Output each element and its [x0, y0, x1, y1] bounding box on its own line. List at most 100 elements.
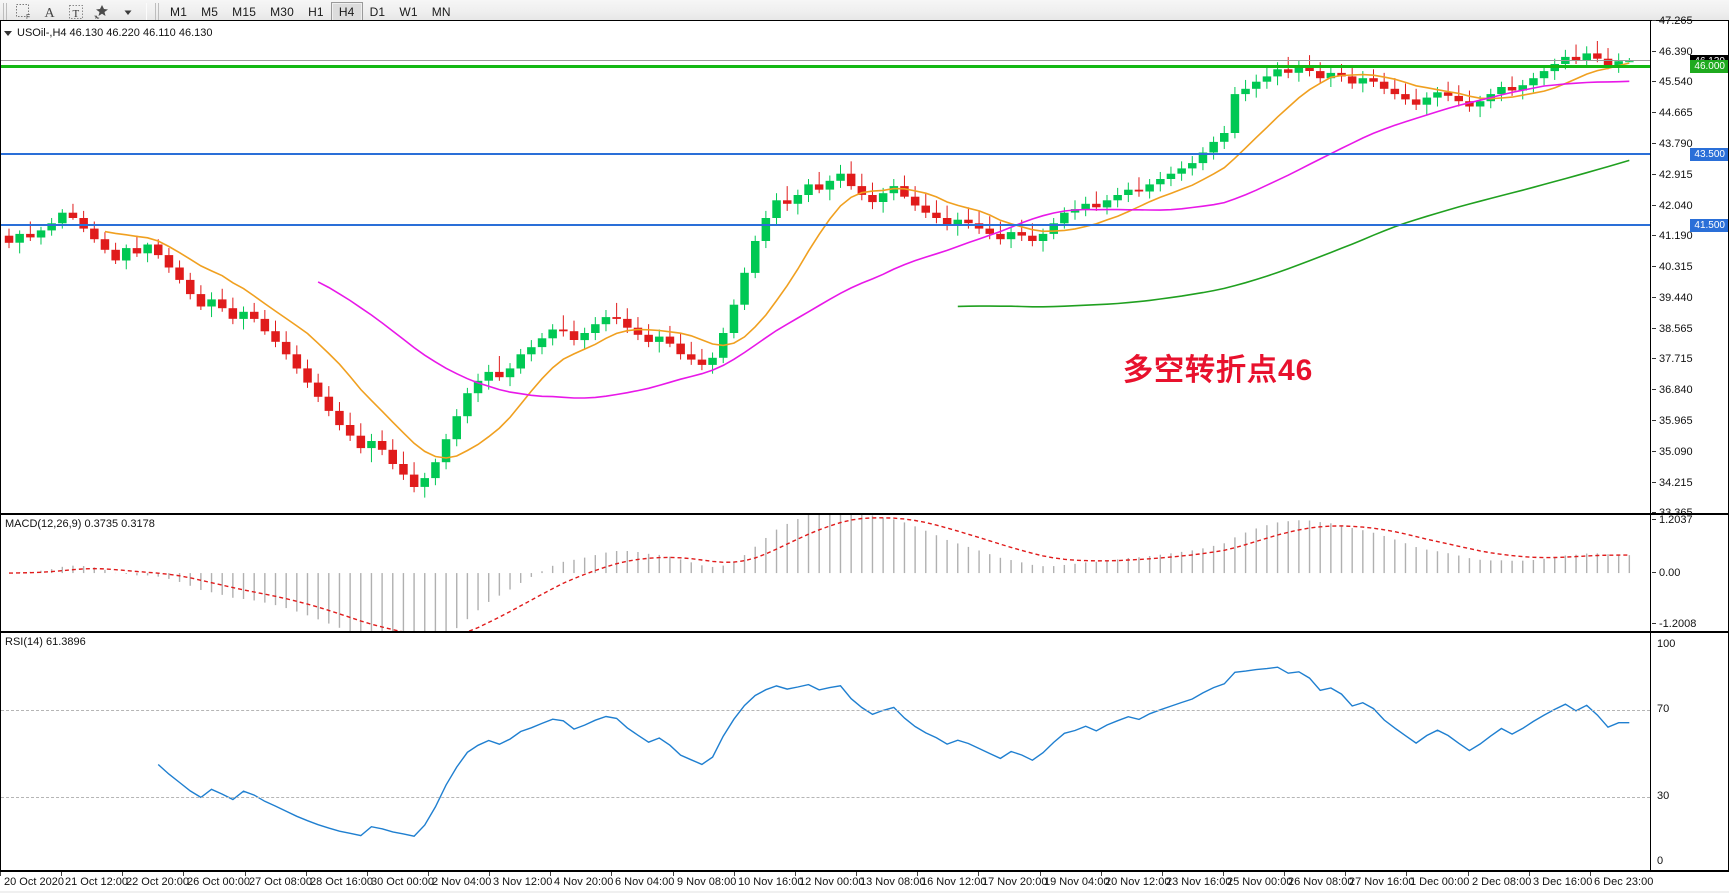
rsi-level-70-line — [1, 710, 1650, 712]
price-pane[interactable]: 多空转折点46 47.265 46.390 45.540 44.665 43.790 42… — [0, 16, 1729, 519]
timeframe-h1[interactable]: H1 — [308, 4, 324, 19]
time-axis-label: 9 Nov 08:00 — [677, 876, 737, 888]
time-axis-label: 30 Oct 00:00 — [371, 876, 434, 888]
text-box-icon[interactable]: T — [63, 1, 89, 23]
price-tag-46[interactable]: 46.000 — [1690, 59, 1728, 73]
rsi-canvas — [157, 666, 1630, 837]
time-axis-tick — [1406, 872, 1407, 876]
time-axis-tick — [61, 872, 62, 876]
time-axis-label: 13 Nov 08:00 — [860, 876, 926, 888]
time-axis[interactable]: 20 Oct 2020 21 Oct 12:00 22 Oct 20:00 26 Oc… — [0, 871, 1729, 893]
time-axis-label: 19 Nov 04:00 — [1044, 876, 1110, 888]
rsi-indicator-label: RSI(14) 61.3896 — [5, 636, 86, 648]
status-strip — [0, 891, 1729, 893]
time-axis-tick — [1223, 872, 1224, 876]
svg-text:A: A — [45, 6, 56, 21]
time-axis-label: 26 Nov 08:00 — [1288, 876, 1354, 888]
time-axis-tick — [856, 872, 857, 876]
toolbar-divider — [146, 2, 147, 21]
timeframe-m1[interactable]: M1 — [170, 4, 188, 19]
chart-menu-caret-icon[interactable] — [4, 31, 12, 36]
time-axis-label: 25 Nov 00:00 — [1227, 876, 1293, 888]
time-axis-label: 12 Nov 00:00 — [799, 876, 865, 888]
time-axis-tick — [978, 872, 979, 876]
time-axis-label: 23 Nov 16:00 — [1166, 876, 1232, 888]
svg-text:T: T — [73, 8, 80, 20]
timeframe-h4[interactable]: H4 — [330, 1, 363, 22]
time-axis-tick — [734, 872, 735, 876]
price-tag-41-5[interactable]: 41.500 — [1690, 219, 1728, 233]
last-price-line — [1, 60, 1650, 62]
symbol-info-bar[interactable]: USOil-,H4 46.130 46.220 46.110 46.130 — [0, 26, 213, 40]
time-axis-tick — [611, 872, 612, 876]
toolbar-grip[interactable] — [3, 2, 8, 21]
time-axis-label: 6 Nov 04:00 — [615, 876, 675, 888]
time-axis-label: 27 Nov 16:00 — [1349, 876, 1415, 888]
time-axis-label: 28 Oct 16:00 — [310, 876, 373, 888]
time-axis-tick — [306, 872, 307, 876]
time-axis-label: 2 Dec 08:00 — [1472, 876, 1532, 888]
level-line-43-5[interactable] — [1, 153, 1650, 156]
macd-canvas — [8, 515, 1631, 631]
time-axis-tick — [1590, 872, 1591, 876]
timeframe-grip[interactable] — [155, 2, 160, 21]
rsi-plot-area[interactable] — [1, 633, 1650, 870]
price-axis[interactable]: 47.265 46.390 45.540 44.665 43.790 42.915 42.0… — [1650, 16, 1728, 519]
rsi-pane[interactable]: 100 70 30 0 RSI(14) 61.3896 — [0, 632, 1729, 871]
time-axis-tick — [1529, 872, 1530, 876]
time-axis-label: 2 Nov 04:00 — [432, 876, 492, 888]
macd-axis: 1.2037 0.00 -1.2008 — [1650, 515, 1728, 631]
text-label-icon[interactable]: A — [37, 1, 63, 23]
time-axis-tick — [917, 872, 918, 876]
chevron-down-icon[interactable] — [115, 1, 141, 23]
price-plot-area[interactable]: 多空转折点46 — [1, 21, 1650, 513]
time-axis-label: 3 Dec 16:00 — [1533, 876, 1593, 888]
time-axis-tick — [1468, 872, 1469, 876]
time-axis-tick — [1101, 872, 1102, 876]
time-axis-label: 4 Nov 20:00 — [554, 876, 614, 888]
candlestick-canvas — [4, 40, 1634, 498]
timeframe-mn[interactable]: MN — [431, 4, 451, 19]
time-axis-tick — [428, 872, 429, 876]
time-axis-tick — [367, 872, 368, 876]
time-axis-label: 26 Oct 00:00 — [187, 876, 250, 888]
objects-icon[interactable] — [89, 1, 115, 23]
timeframe-w1[interactable]: W1 — [399, 4, 418, 19]
time-axis-label: 22 Oct 20:00 — [126, 876, 189, 888]
time-axis-label: 17 Nov 20:00 — [982, 876, 1048, 888]
timeframe-m30[interactable]: M30 — [270, 4, 295, 19]
time-axis-tick — [550, 872, 551, 876]
svg-text:F: F — [26, 14, 30, 21]
crosshair-f-icon[interactable]: F — [11, 1, 37, 23]
time-axis-tick — [0, 872, 1, 876]
macd-pane[interactable]: 1.2037 0.00 -1.2008 MACD(12,26,9) 0.3735 0… — [0, 514, 1729, 632]
timeframe-m15[interactable]: M15 — [232, 4, 257, 19]
rsi-axis: 100 70 30 0 — [1650, 633, 1728, 870]
timeframe-d1[interactable]: D1 — [369, 4, 386, 19]
time-axis-tick — [673, 872, 674, 876]
time-axis-tick — [489, 872, 490, 876]
time-axis-label: 20 Oct 2020 — [4, 876, 64, 888]
time-axis-tick — [1162, 872, 1163, 876]
time-axis-label: 1 Dec 00:00 — [1410, 876, 1470, 888]
time-axis-label: 3 Nov 12:00 — [493, 876, 553, 888]
timeframe-m5[interactable]: M5 — [201, 4, 219, 19]
time-axis-label: 16 Nov 12:00 — [921, 876, 987, 888]
time-axis-tick — [1284, 872, 1285, 876]
rsi-level-30-line — [1, 796, 1650, 798]
level-line-41-5[interactable] — [1, 224, 1650, 227]
time-axis-label: 10 Nov 16:00 — [738, 876, 804, 888]
level-line-46[interactable] — [1, 64, 1650, 68]
time-axis-label: 27 Oct 08:00 — [249, 876, 312, 888]
chart-annotation-text: 多空转折点46 — [1123, 354, 1314, 388]
time-axis-tick — [795, 872, 796, 876]
time-axis-tick — [183, 872, 184, 876]
time-axis-tick — [1040, 872, 1041, 876]
time-axis-label: 21 Oct 12:00 — [65, 876, 128, 888]
macd-plot-area[interactable] — [1, 515, 1650, 631]
price-tag-43-5[interactable]: 43.500 — [1690, 148, 1728, 162]
time-axis-tick — [122, 872, 123, 876]
symbol-info-text: USOil-,H4 46.130 46.220 46.110 46.130 — [17, 27, 213, 39]
macd-indicator-label: MACD(12,26,9) 0.3735 0.3178 — [5, 518, 155, 530]
